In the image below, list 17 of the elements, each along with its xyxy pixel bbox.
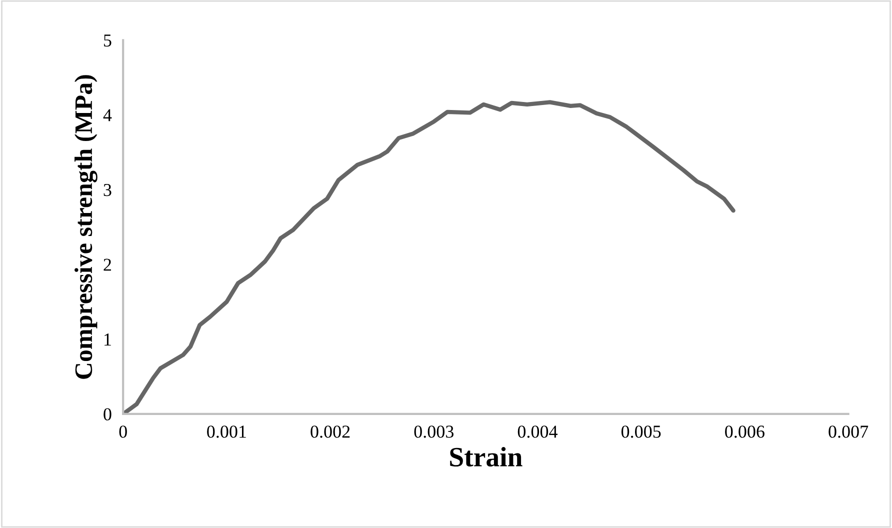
y-tick-label: 4 — [103, 109, 112, 122]
x-tick-label: 0.001 — [207, 426, 246, 438]
x-tick-label: 0 — [119, 426, 127, 438]
y-tick-label: 2 — [104, 258, 111, 271]
y-tick-label: 0 — [104, 408, 112, 420]
line-series — [123, 100, 736, 414]
x-tick-label: 0.004 — [518, 426, 558, 438]
y-tick-label: 3 — [104, 184, 112, 196]
x-axis-title: Strain — [450, 446, 522, 467]
y-tick-label: 1 — [104, 334, 111, 346]
x-tick-label: 0.007 — [828, 426, 868, 438]
x-tick-label: 0.002 — [310, 426, 350, 438]
x-tick-label: 0.005 — [621, 426, 661, 438]
x-tick-label: 0.006 — [725, 426, 764, 438]
y-axis-title: Compressive strength (MPa) — [74, 75, 98, 379]
x-tick-label: 0.003 — [414, 426, 454, 438]
y-tick-label: 5 — [104, 34, 112, 47]
